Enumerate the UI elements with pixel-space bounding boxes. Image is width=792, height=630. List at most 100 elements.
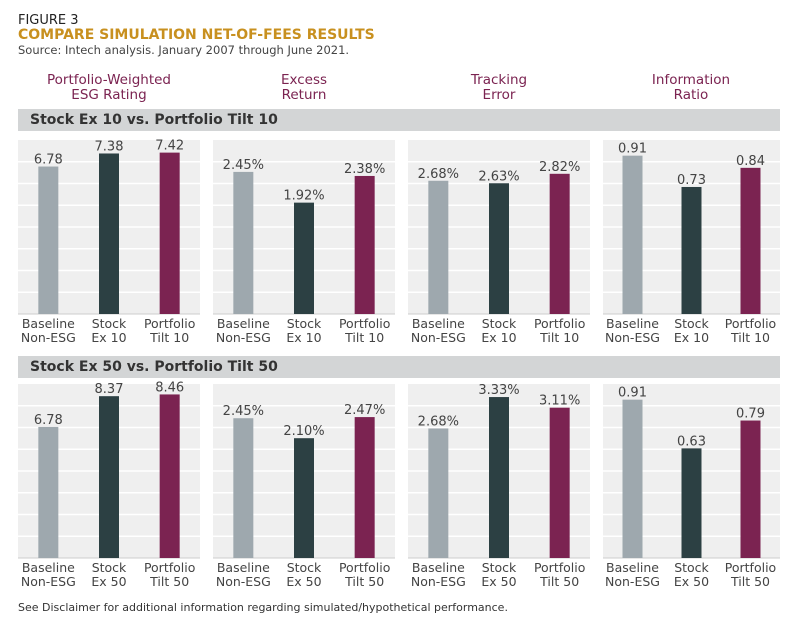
category-label: Non-ESG xyxy=(216,574,271,589)
bar xyxy=(159,394,180,558)
category-label: Baseline xyxy=(22,316,75,331)
bar xyxy=(294,202,314,314)
category-label: Stock xyxy=(482,316,517,331)
category-label: Ex 10 xyxy=(91,330,126,345)
data-label: 0.91 xyxy=(618,142,647,157)
category-label: Ex 50 xyxy=(481,574,516,589)
source-note: Source: Intech analysis. January 2007 th… xyxy=(18,43,350,57)
category-label: Baseline xyxy=(22,560,75,575)
bar xyxy=(549,173,570,314)
bar xyxy=(99,153,119,314)
category-label: Stock xyxy=(287,316,322,331)
category-label: Tilt 50 xyxy=(539,574,579,589)
figure-label: FIGURE 3 xyxy=(18,13,79,28)
bar xyxy=(681,186,702,314)
data-label: 6.78 xyxy=(34,153,63,168)
data-label: 3.33% xyxy=(478,383,519,398)
bar xyxy=(622,399,643,558)
category-label: Non-ESG xyxy=(411,330,466,345)
data-label: 7.38 xyxy=(95,139,124,154)
figure-title: COMPARE SIMULATION NET-OF-FEES RESULTS xyxy=(18,27,375,43)
category-label: Stock xyxy=(482,560,517,575)
bar xyxy=(740,167,761,314)
category-label: Portfolio xyxy=(144,316,195,331)
bar xyxy=(233,418,254,558)
bar xyxy=(294,438,314,558)
category-label: Baseline xyxy=(606,560,659,575)
category-label: Tilt 50 xyxy=(149,574,189,589)
row-header: Stock Ex 50 vs. Portfolio Tilt 50 xyxy=(18,356,780,378)
bar xyxy=(354,417,375,558)
category-label: Tilt 10 xyxy=(344,330,384,345)
data-label: 1.92% xyxy=(283,189,324,204)
category-label: Non-ESG xyxy=(605,574,660,589)
category-label: Baseline xyxy=(217,560,270,575)
bar xyxy=(159,152,180,314)
category-label: Baseline xyxy=(412,316,465,331)
category-label: Tilt 10 xyxy=(730,330,770,345)
data-label: 2.68% xyxy=(418,167,459,182)
data-label: 3.11% xyxy=(539,394,580,409)
bar xyxy=(681,448,702,558)
category-label: Ex 50 xyxy=(91,574,126,589)
category-label: Baseline xyxy=(217,316,270,331)
category-label: Tilt 10 xyxy=(539,330,579,345)
data-label: 8.37 xyxy=(95,382,124,397)
category-label: Stock xyxy=(92,316,127,331)
category-label: Portfolio xyxy=(339,316,390,331)
bar xyxy=(233,171,254,314)
data-label: 0.79 xyxy=(736,407,765,422)
data-label: 7.42 xyxy=(155,139,184,154)
data-label: 2.10% xyxy=(283,424,324,439)
data-label: 2.45% xyxy=(223,158,264,173)
bar xyxy=(549,407,570,558)
bar xyxy=(489,183,509,314)
category-label: Ex 50 xyxy=(674,574,709,589)
bar xyxy=(38,166,59,314)
metric-header: Tracking Error xyxy=(470,72,528,103)
category-label: Portfolio xyxy=(534,560,585,575)
category-label: Baseline xyxy=(606,316,659,331)
data-label: 2.68% xyxy=(418,414,459,429)
category-label: Non-ESG xyxy=(605,330,660,345)
category-label: Stock xyxy=(287,560,322,575)
metric-header: Excess Return xyxy=(280,72,328,103)
data-label: 6.78 xyxy=(34,413,63,428)
data-label: 0.91 xyxy=(618,386,647,401)
data-label: 0.73 xyxy=(677,173,706,188)
bar xyxy=(428,428,449,558)
category-label: Stock xyxy=(92,560,127,575)
metric-header: Portfolio-Weighted ESG Rating xyxy=(46,72,172,103)
category-label: Stock xyxy=(674,560,709,575)
bar xyxy=(428,180,449,314)
bar xyxy=(489,397,509,558)
category-label: Non-ESG xyxy=(21,330,76,345)
data-label: 2.45% xyxy=(223,404,264,419)
data-label: 2.38% xyxy=(344,162,385,177)
category-label: Tilt 50 xyxy=(344,574,384,589)
data-label: 2.63% xyxy=(478,169,519,184)
data-label: 0.84 xyxy=(736,154,765,169)
category-label: Ex 10 xyxy=(481,330,516,345)
bar xyxy=(38,426,59,558)
category-label: Non-ESG xyxy=(411,574,466,589)
category-label: Portfolio xyxy=(534,316,585,331)
category-label: Portfolio xyxy=(725,316,776,331)
category-label: Baseline xyxy=(412,560,465,575)
category-label: Tilt 10 xyxy=(149,330,189,345)
category-label: Portfolio xyxy=(339,560,390,575)
category-label: Portfolio xyxy=(725,560,776,575)
category-label: Stock xyxy=(674,316,709,331)
bar xyxy=(622,155,643,314)
data-label: 2.47% xyxy=(344,403,385,418)
bar xyxy=(740,420,761,558)
bar xyxy=(99,396,119,558)
footnote: See Disclaimer for additional informatio… xyxy=(18,601,508,614)
data-label: 8.46 xyxy=(155,380,184,395)
metric-header: Information Ratio xyxy=(651,72,731,103)
bar xyxy=(354,175,375,314)
category-label: Ex 10 xyxy=(286,330,321,345)
category-label: Ex 10 xyxy=(674,330,709,345)
